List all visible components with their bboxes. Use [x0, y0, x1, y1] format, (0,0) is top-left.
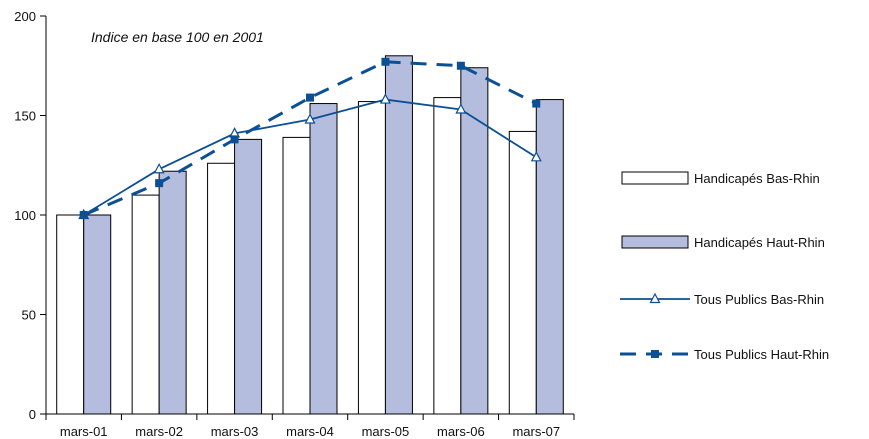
point-Tous Publics Haut-Rhin-mars-04 [306, 93, 314, 102]
y-tick-label: 0 [29, 407, 36, 422]
point-Tous Publics Haut-Rhin-mars-07 [532, 99, 541, 108]
legend-label: Handicapés Haut-Rhin [694, 235, 825, 250]
x-tick-label: mars-07 [512, 424, 560, 439]
point-Tous Publics Bas-Rhin-mars-02 [153, 162, 165, 174]
bar-Handicapés Bas-Rhin-mars-02 [131, 194, 160, 415]
point-Tous Publics Haut-Rhin-mars-02 [155, 179, 164, 188]
bar-Handicapés Haut-Rhin-mars-05 [384, 55, 413, 415]
bar-Handicapés Bas-Rhin-mars-07 [508, 130, 537, 415]
legend-label: Tous Publics Haut-Rhin [694, 347, 829, 362]
point-Tous Publics Haut-Rhin-mars-03 [230, 135, 239, 144]
legend: Handicapés Bas-Rhin Handicapés Haut-Rhin T… [620, 171, 829, 362]
bar-Handicapés Haut-Rhin-mars-01 [83, 214, 112, 415]
point-Tous Publics Bas-Rhin-mars-07 [530, 151, 542, 162]
bar-layer [56, 55, 564, 415]
bar-Handicapés Haut-Rhin-mars-07 [535, 99, 564, 415]
x-tick-label: mars-02 [135, 424, 183, 439]
axes: 0 50 100 150 200 mars-01 mars-02 mars-03 mars-04… [14, 9, 575, 439]
legend-label: Tous Publics Bas-Rhin [694, 292, 824, 307]
x-tick-label: mars-01 [60, 424, 108, 439]
x-tick-label: mars-05 [362, 424, 410, 439]
legend-label: Handicapés Bas-Rhin [694, 171, 820, 186]
y-tick-label: 50 [22, 308, 36, 323]
bar-Handicapés Haut-Rhin-mars-04 [309, 103, 338, 415]
bar-Handicapés Haut-Rhin-mars-02 [158, 170, 187, 415]
bar-Handicapés Haut-Rhin-mars-03 [234, 138, 263, 415]
legend-swatch-Handicapés Haut-Rhin [621, 235, 689, 249]
bar-Handicapés Bas-Rhin-mars-03 [207, 162, 236, 415]
point-Tous Publics Haut-Rhin-mars-06 [456, 61, 465, 70]
line-layer [78, 57, 542, 220]
bar-Handicapés Bas-Rhin-mars-06 [433, 97, 462, 415]
point-Tous Publics Bas-Rhin-mars-05 [379, 93, 391, 104]
legend-marker-Tous Publics Haut-Rhin [651, 350, 659, 358]
point-Tous Publics Bas-Rhin-mars-04 [304, 113, 316, 124]
point-Tous Publics Haut-Rhin-mars-05 [381, 57, 390, 66]
chart-subtitle: Indice en base 100 en 2001 [91, 29, 264, 45]
bar-Handicapés Bas-Rhin-mars-05 [357, 101, 386, 415]
legend-marker-Tous Publics Bas-Rhin [649, 292, 661, 304]
x-tick-label: mars-06 [437, 424, 485, 439]
y-tick-label: 200 [14, 9, 36, 24]
bar-Handicapés Haut-Rhin-mars-06 [460, 67, 489, 415]
bar-Handicapés Bas-Rhin-mars-04 [282, 136, 311, 415]
legend-swatch-Handicapés Bas-Rhin [621, 171, 689, 185]
y-tick-label: 100 [14, 208, 36, 223]
x-tick-label: mars-03 [211, 424, 259, 439]
bar-Handicapés Bas-Rhin-mars-01 [56, 214, 85, 415]
x-tick-label: mars-04 [286, 424, 334, 439]
point-Tous Publics Haut-Rhin-mars-01 [79, 211, 88, 219]
y-tick-label: 150 [14, 109, 36, 124]
point-Tous Publics Bas-Rhin-mars-06 [455, 103, 467, 114]
